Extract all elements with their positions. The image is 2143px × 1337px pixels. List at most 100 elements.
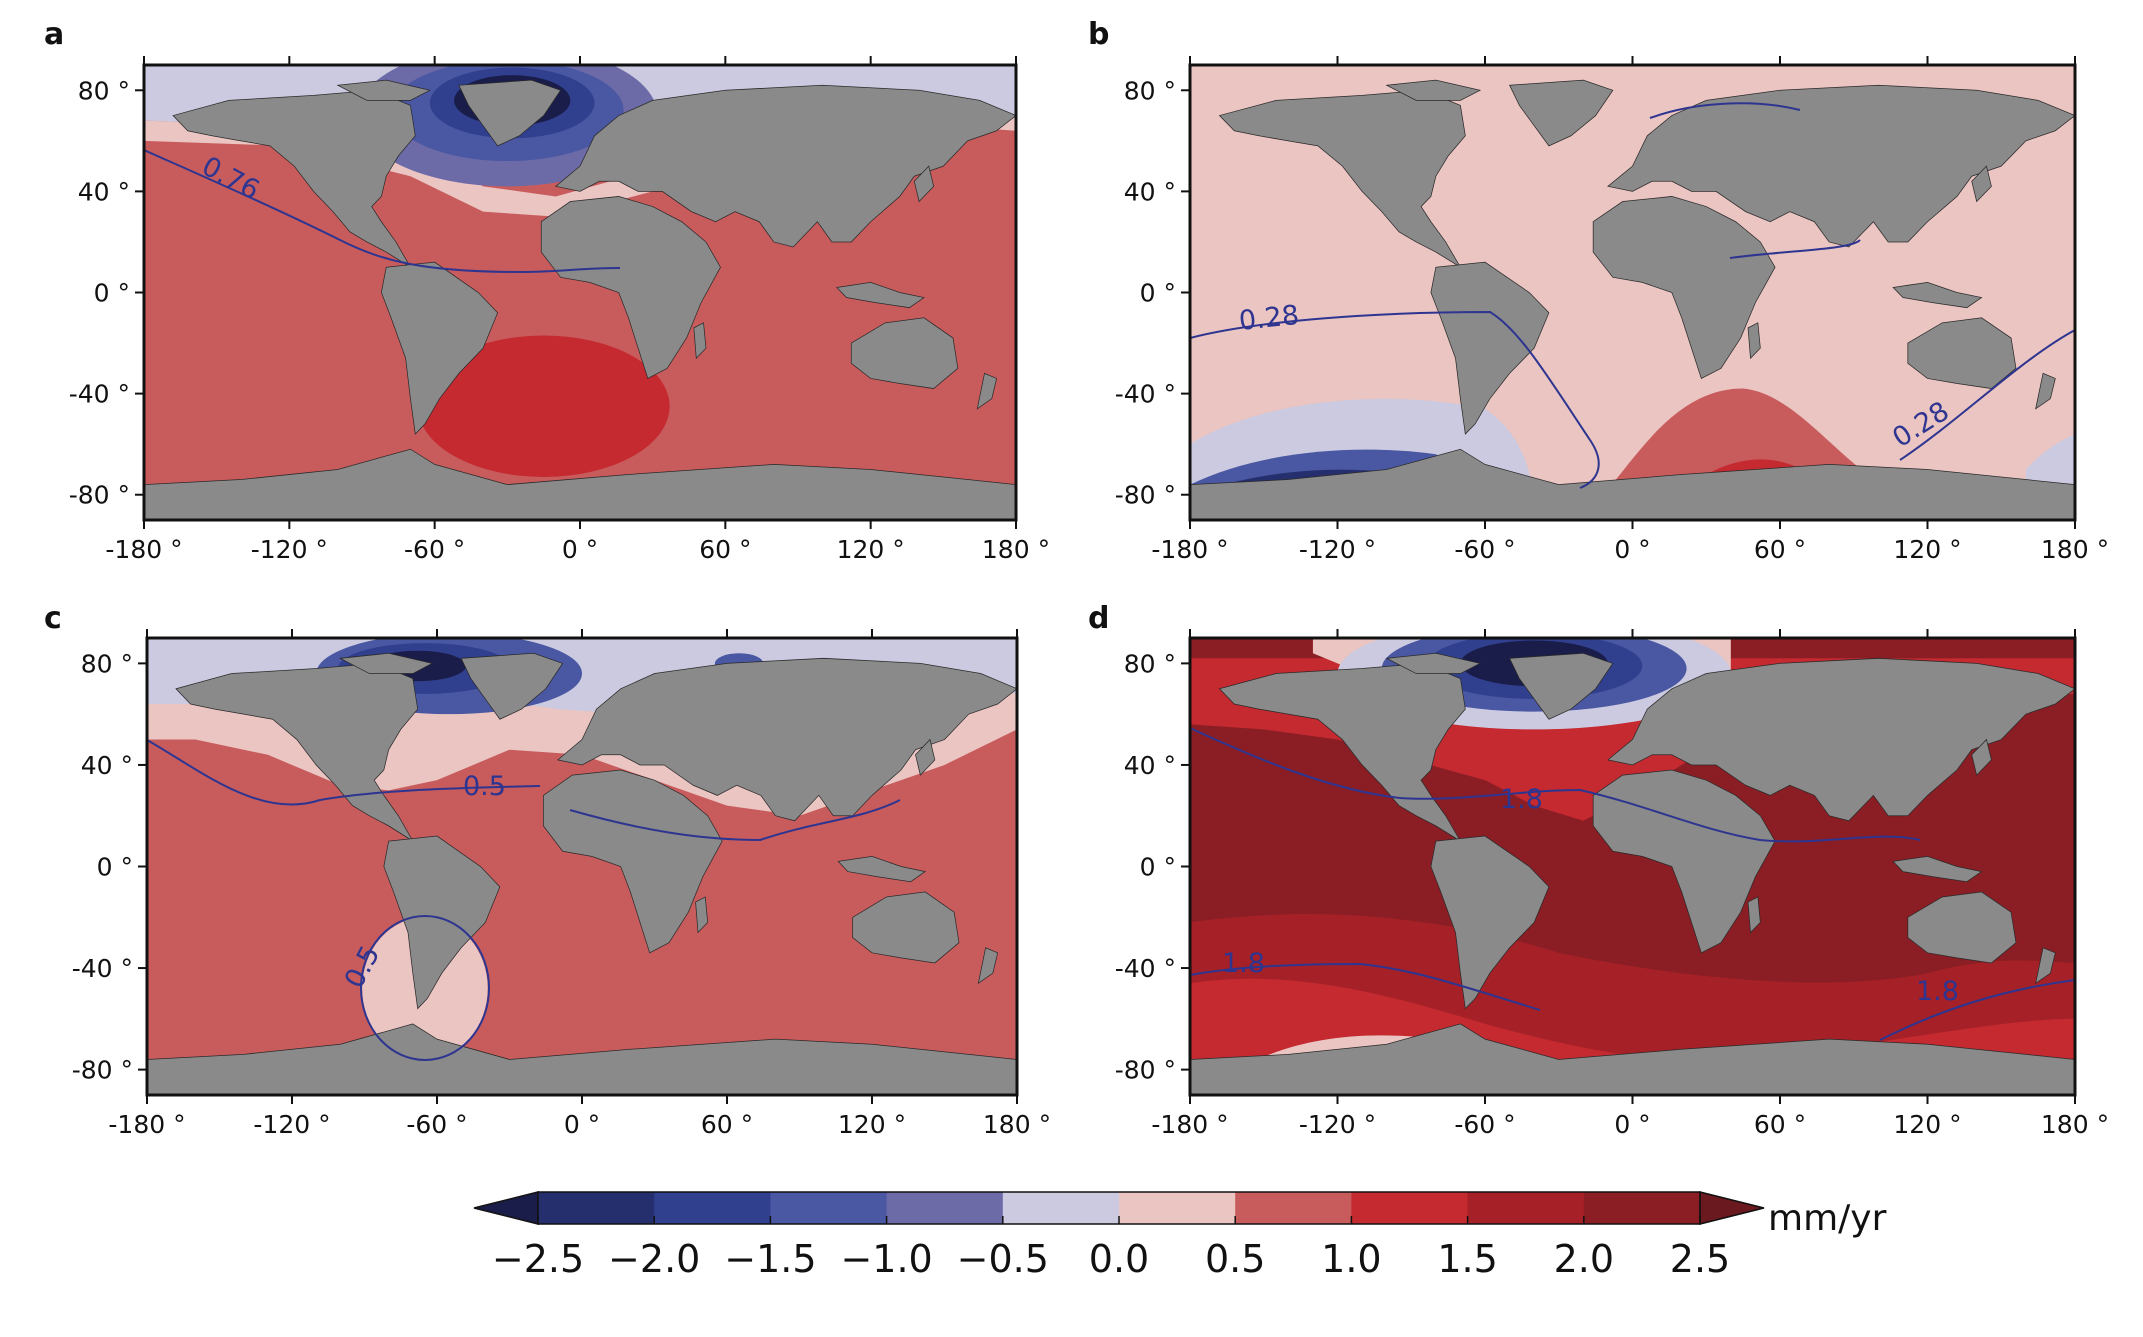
colorbar-unit: mm/yr <box>1768 1198 1887 1239</box>
panel-b-contour-east <box>1649 102 2075 461</box>
panel-a-y-tick-label: -80 ° <box>69 481 130 510</box>
panel-a-axis: -180 ° -120 ° -60 ° 0 ° 60 ° 120 ° 180 ° 80 ° 40… <box>69 56 1050 564</box>
panel-d-x-tick-label: 180 ° <box>2041 1110 2109 1139</box>
panel-c-y-tick-label: 80 ° <box>81 649 133 678</box>
panel-b-x-tick-label: 60 ° <box>1754 535 1806 564</box>
panel-d: d 1.8 1.8 1.8 -180 <box>1088 601 2109 1139</box>
colorbar-tick-label: 2.5 <box>1670 1237 1730 1281</box>
panel-b-x-tick-label: -60 ° <box>1454 535 1515 564</box>
panel-d-contour-label-3: 1.8 <box>1916 976 1959 1007</box>
panel-c-contour <box>147 739 901 842</box>
panel-b-contour-label: 0.28 <box>1237 300 1300 337</box>
panel-d-y-tick-label: 0 ° <box>1140 853 1176 882</box>
panel-c-x-tick-label: -60 ° <box>406 1110 467 1139</box>
panel-c-y-tick-label: -80 ° <box>72 1056 133 1085</box>
colorbar-swatch <box>1235 1192 1352 1224</box>
panel-d-y-tick-label: 40 ° <box>1124 751 1176 780</box>
panel-c-x-tick-label: 0 ° <box>564 1110 600 1139</box>
colorbar-extend-max <box>1699 1191 1765 1225</box>
colorbar-extend-min <box>473 1191 539 1225</box>
panel-a-x-tick-label: 60 ° <box>699 535 751 564</box>
panel-a-x-tick-label: 120 ° <box>837 535 905 564</box>
panel-d-y-tick-label: -80 ° <box>1115 1056 1176 1085</box>
colorbar-tick-label: −0.5 <box>957 1237 1049 1281</box>
colorbar-tick-label: 1.5 <box>1437 1237 1497 1281</box>
panel-b-x-tick-label: -120 ° <box>1299 535 1376 564</box>
panel-b: b 0.28 0.28 -180 ° -120 ° -60 ° 0 ° 60 ° 120 … <box>1088 17 2109 564</box>
panel-b-x-tick-label: 120 ° <box>1893 535 1961 564</box>
colorbar-tick-label: −2.5 <box>492 1237 584 1281</box>
panel-c: c 0.5 0.5 -180 ° -120 ° -60 ° 0 ° 60 ° 120 ° 1… <box>44 601 1051 1139</box>
panel-a-x-tick-label: -120 ° <box>251 535 328 564</box>
panel-d-contour-label-2: 1.8 <box>1222 948 1265 979</box>
panel-a-contour <box>144 149 621 274</box>
colorbar-swatch <box>1119 1192 1236 1224</box>
panel-c-x-tick-label: 60 ° <box>701 1110 753 1139</box>
panel-b-axis: -180 ° -120 ° -60 ° 0 ° 60 ° 120 ° 180 ° 80 ° 40… <box>1115 56 2109 564</box>
panel-c-contour-label: 0.5 <box>463 771 506 802</box>
panel-a-south-high <box>417 335 670 478</box>
panel-c-x-tick-label: -180 ° <box>108 1110 185 1139</box>
panel-c-y-tick-label: 0 ° <box>97 853 133 882</box>
panel-c-letter: c <box>44 601 62 636</box>
panel-c-x-tick-label: 120 ° <box>838 1110 906 1139</box>
panel-d-axis: -180 ° -120 ° -60 ° 0 ° 60 ° 120 ° 180 ° 80 ° 40… <box>1115 629 2109 1139</box>
panel-b-contour-west <box>1190 310 1600 489</box>
panel-b-south-red <box>1607 388 1879 490</box>
panel-d-x-tick-label: 60 ° <box>1754 1110 1806 1139</box>
panel-c-y-tick-label: -40 ° <box>72 954 133 983</box>
panel-d-x-tick-label: -120 ° <box>1299 1110 1376 1139</box>
colorbar-tick-label: 0.5 <box>1205 1237 1265 1281</box>
colorbar-tick-label: 2.0 <box>1554 1237 1614 1281</box>
panel-a-x-tick-label: 0 ° <box>562 535 598 564</box>
panel-a-y-tick-label: 80 ° <box>78 76 130 105</box>
panel-a-letter: a <box>44 17 64 52</box>
panel-a-x-tick-label: 180 ° <box>982 535 1050 564</box>
panel-a-y-tick-label: 0 ° <box>94 279 130 308</box>
panel-c-y-tick-label: 40 ° <box>81 751 133 780</box>
panel-d-contour-north <box>1190 727 1921 843</box>
panel-c-contour-loop <box>360 915 490 1061</box>
panel-d-contour-south <box>1190 962 2075 1041</box>
colorbar-tick-label: −2.0 <box>608 1237 700 1281</box>
colorbar-swatch <box>1002 1192 1120 1224</box>
panel-a-y-tick-label: -40 ° <box>69 380 130 409</box>
panel-b-x-tick-label: 0 ° <box>1614 535 1650 564</box>
panel-c-x-tick-label: -120 ° <box>253 1110 330 1139</box>
panel-b-x-tick-label: 180 ° <box>2041 535 2109 564</box>
colorbar-tick-label: −1.5 <box>724 1237 816 1281</box>
panel-d-x-tick-label: 0 ° <box>1614 1110 1650 1139</box>
colorbar-swatches <box>473 1191 1765 1225</box>
panel-d-letter: d <box>1088 601 1109 636</box>
panel-b-y-tick-label: 80 ° <box>1124 76 1176 105</box>
panel-a-x-tick-label: -180 ° <box>105 535 182 564</box>
colorbar-swatch <box>1467 1192 1585 1224</box>
panel-b-y-tick-label: 40 ° <box>1124 177 1176 206</box>
colorbar-tick-labels: −2.5 −2.0 −1.5 −1.0 −0.5 0.0 0.5 1.0 1.5 2.0 2.5 <box>492 1216 1730 1281</box>
colorbar-tick-label: −1.0 <box>840 1237 932 1281</box>
colorbar-tick-label: 0.0 <box>1089 1237 1149 1281</box>
panel-d-x-tick-label: -180 ° <box>1151 1110 1228 1139</box>
panel-d-x-tick-label: 120 ° <box>1893 1110 1961 1139</box>
colorbar-swatch <box>538 1192 655 1224</box>
panel-b-letter: b <box>1088 17 1109 52</box>
panel-a-x-tick-label: -60 ° <box>404 535 465 564</box>
colorbar: −2.5 −2.0 −1.5 −1.0 −0.5 0.0 0.5 1.0 1.5 2.0 2.5 m… <box>473 1191 1887 1281</box>
colorbar-swatch <box>1583 1192 1701 1224</box>
panel-d-contour-label: 1.8 <box>1500 784 1543 815</box>
panel-d-y-tick-label: -40 ° <box>1115 954 1176 983</box>
panel-b-y-tick-label: -40 ° <box>1115 380 1176 409</box>
colorbar-swatch <box>770 1192 888 1224</box>
panel-a: a 0.76 -180 ° -120 ° -60 ° 0 ° 60 ° 120 <box>44 17 1050 564</box>
panel-c-x-tick-label: 180 ° <box>983 1110 1051 1139</box>
panel-c-axis: -180 ° -120 ° -60 ° 0 ° 60 ° 120 ° 180 ° 80 ° 40… <box>72 629 1051 1139</box>
panel-b-y-tick-label: -80 ° <box>1115 481 1176 510</box>
colorbar-tick-label: 1.0 <box>1321 1237 1381 1281</box>
panel-a-y-tick-label: 40 ° <box>78 177 130 206</box>
panel-d-x-tick-label: -60 ° <box>1454 1110 1515 1139</box>
colorbar-swatch <box>1351 1192 1469 1224</box>
panel-d-y-tick-label: 80 ° <box>1124 649 1176 678</box>
colorbar-swatch <box>886 1192 1004 1224</box>
panel-b-y-tick-label: 0 ° <box>1140 279 1176 308</box>
